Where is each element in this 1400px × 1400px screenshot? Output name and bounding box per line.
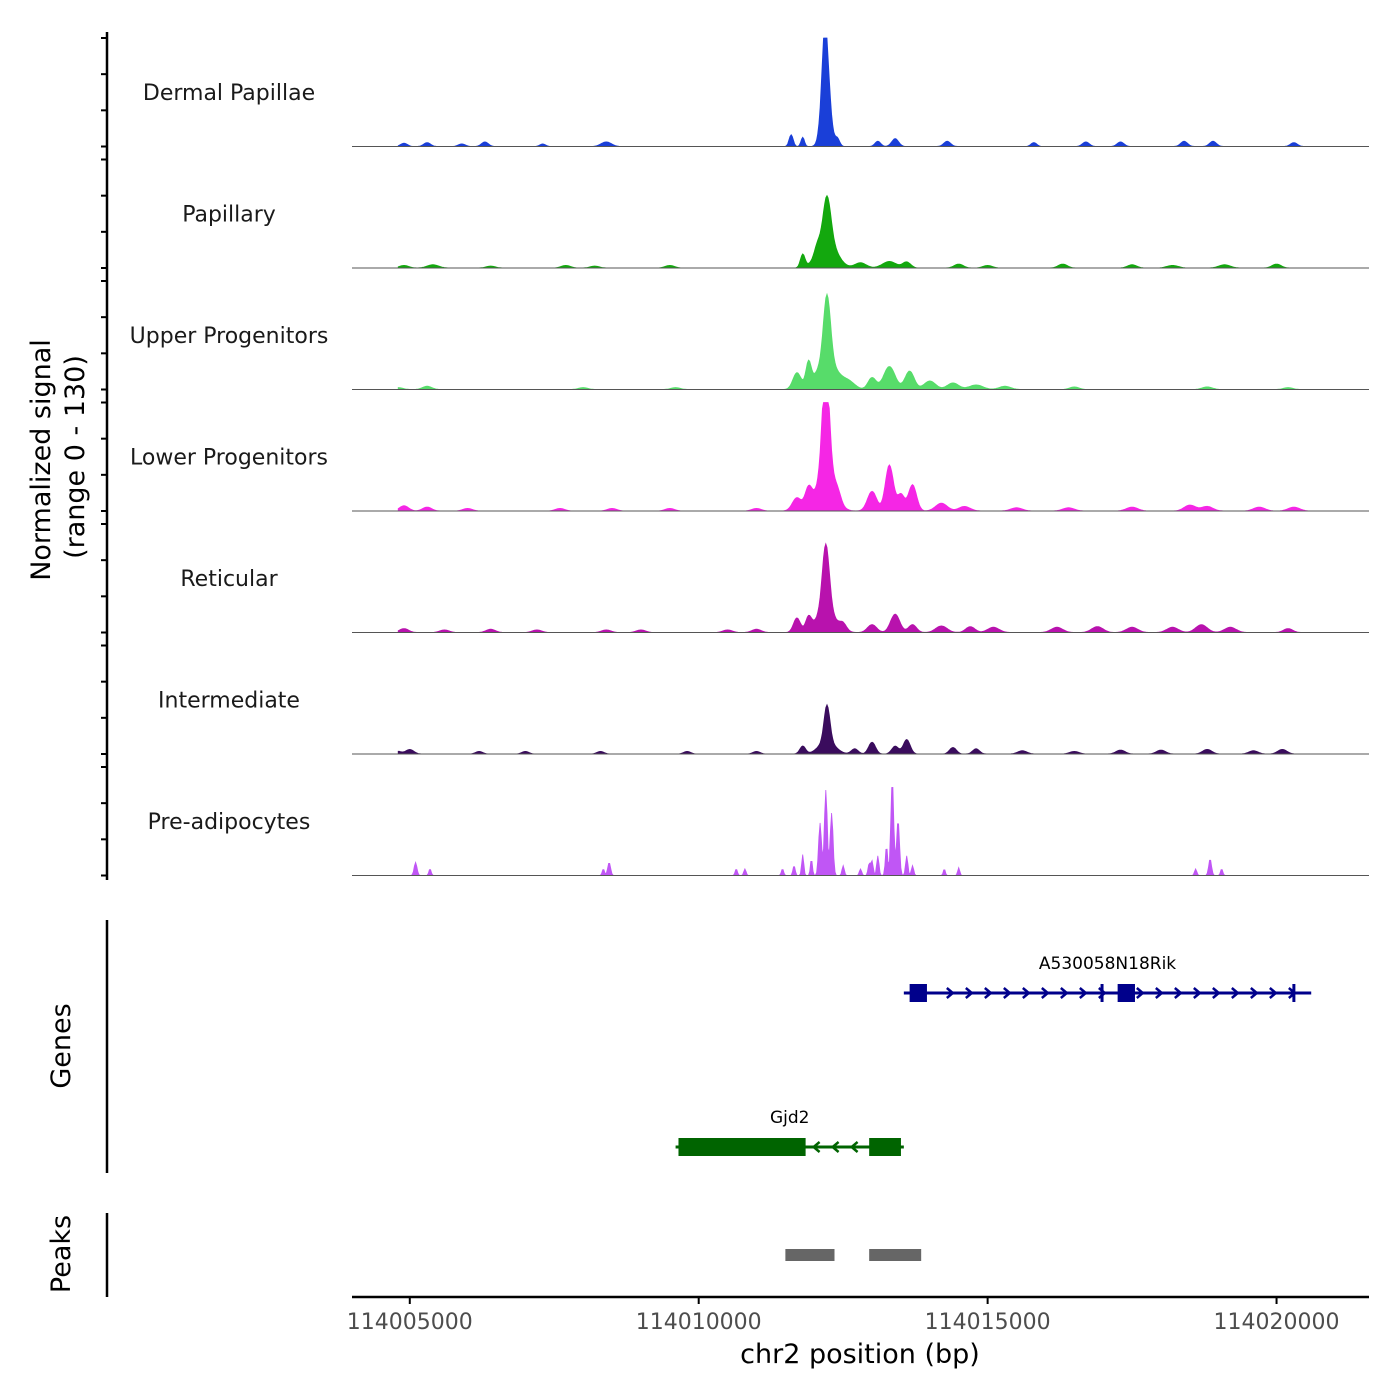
genomic-position-x-axis: 114005000 114010000 114015000 114020000 bbox=[347, 1295, 1369, 1335]
x-tick-label: 114010000 bbox=[636, 1310, 762, 1335]
coverage-area bbox=[397, 292, 1312, 390]
strand-arrow bbox=[1022, 987, 1031, 999]
coverage-area bbox=[397, 37, 1312, 147]
track-pre-adipocytes: Pre-adipocytes bbox=[148, 786, 1369, 876]
y-axis-title-line1: Normalized signal bbox=[26, 339, 57, 581]
track-label: Upper Progenitors bbox=[130, 324, 329, 349]
strand-arrow bbox=[1174, 987, 1183, 999]
coverage-tracks: Dermal Papillae Papillary Upper Progenitor… bbox=[130, 37, 1369, 876]
exon-block bbox=[1117, 984, 1135, 1002]
track-label: Papillary bbox=[182, 203, 276, 228]
peak-region-bar bbox=[785, 1249, 835, 1261]
track-label: Intermediate bbox=[158, 689, 300, 714]
track-label: Reticular bbox=[180, 567, 278, 592]
track-upper-progenitors: Upper Progenitors bbox=[130, 292, 1369, 390]
strand-arrow bbox=[1136, 987, 1145, 999]
gene-annotation-track: A530058N18Rik Gjd2 bbox=[105, 920, 1312, 1173]
y-axis-title-line2: (range 0 - 130) bbox=[60, 355, 91, 559]
strand-arrow bbox=[1250, 987, 1259, 999]
strand-arrow bbox=[1212, 987, 1221, 999]
track-intermediate: Intermediate bbox=[158, 689, 1369, 755]
track-papillary: Papillary bbox=[182, 194, 1369, 269]
strand-arrow bbox=[1060, 987, 1069, 999]
strand-arrow bbox=[946, 987, 955, 999]
x-axis-title: chr2 position (bp) bbox=[740, 1339, 980, 1370]
strand-arrow bbox=[1269, 987, 1278, 999]
gene-a530058n18rik: A530058N18Rik bbox=[903, 954, 1312, 1002]
strand-arrow bbox=[1079, 987, 1088, 999]
coverage-area bbox=[398, 786, 1312, 876]
signal-y-axis bbox=[101, 32, 109, 880]
genes-panel-label: Genes bbox=[46, 1003, 77, 1088]
gene-gjd2: Gjd2 bbox=[675, 1108, 904, 1156]
gene-name-label: Gjd2 bbox=[770, 1108, 810, 1128]
x-tick-label: 114015000 bbox=[925, 1310, 1051, 1335]
strand-arrow bbox=[830, 1141, 840, 1153]
strand-arrow bbox=[849, 1141, 859, 1153]
strand-arrow bbox=[1003, 987, 1012, 999]
exon-block bbox=[678, 1138, 806, 1156]
coverage-area bbox=[397, 542, 1312, 633]
strand-arrow bbox=[1155, 987, 1164, 999]
coverage-area bbox=[397, 703, 1312, 755]
strand-arrow bbox=[1041, 987, 1050, 999]
peaks-panel-label: Peaks bbox=[46, 1215, 77, 1293]
strand-arrow bbox=[811, 1141, 821, 1153]
coverage-area bbox=[397, 402, 1312, 512]
track-label: Pre-adipocytes bbox=[148, 810, 311, 835]
track-reticular: Reticular bbox=[180, 542, 1369, 633]
exon-block bbox=[869, 1138, 901, 1156]
x-tick-label: 114005000 bbox=[347, 1310, 473, 1335]
strand-arrow bbox=[1193, 987, 1202, 999]
track-label: Lower Progenitors bbox=[130, 446, 328, 471]
track-dermal-papillae: Dermal Papillae bbox=[143, 37, 1369, 147]
x-tick-label: 114020000 bbox=[1214, 1310, 1340, 1335]
track-lower-progenitors: Lower Progenitors bbox=[130, 402, 1369, 512]
peak-region-bar bbox=[869, 1249, 922, 1261]
peak-region-track bbox=[105, 1213, 922, 1297]
strand-arrow bbox=[965, 987, 974, 999]
strand-arrow bbox=[984, 987, 993, 999]
gene-name-label: A530058N18Rik bbox=[1039, 954, 1176, 974]
exon-block bbox=[909, 984, 927, 1002]
coverage-area bbox=[397, 194, 1312, 269]
strand-arrow bbox=[1231, 987, 1240, 999]
track-label: Dermal Papillae bbox=[143, 81, 315, 106]
